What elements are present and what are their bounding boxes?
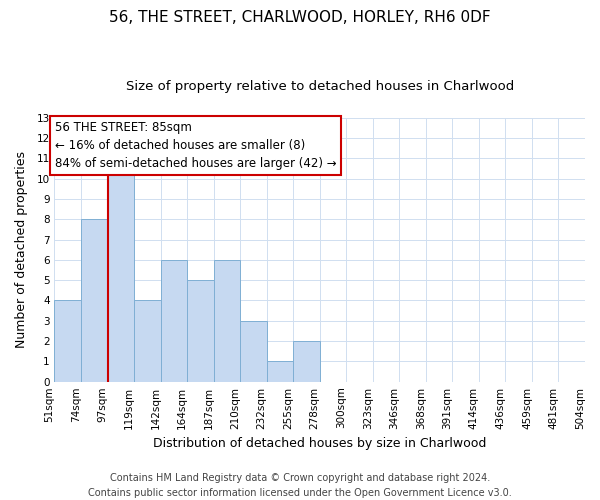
Bar [293, 341, 320, 382]
Bar [161, 260, 187, 382]
Bar [55, 300, 81, 382]
Bar [81, 220, 107, 382]
Bar [240, 321, 266, 382]
Text: 56, THE STREET, CHARLWOOD, HORLEY, RH6 0DF: 56, THE STREET, CHARLWOOD, HORLEY, RH6 0… [109, 10, 491, 25]
Bar [107, 158, 134, 382]
Bar [187, 280, 214, 382]
Bar [214, 260, 240, 382]
Text: Contains HM Land Registry data © Crown copyright and database right 2024.
Contai: Contains HM Land Registry data © Crown c… [88, 472, 512, 498]
Title: Size of property relative to detached houses in Charlwood: Size of property relative to detached ho… [125, 80, 514, 93]
Text: 56 THE STREET: 85sqm
← 16% of detached houses are smaller (8)
84% of semi-detach: 56 THE STREET: 85sqm ← 16% of detached h… [55, 121, 337, 170]
Bar [134, 300, 161, 382]
X-axis label: Distribution of detached houses by size in Charlwood: Distribution of detached houses by size … [153, 437, 487, 450]
Bar [266, 362, 293, 382]
Y-axis label: Number of detached properties: Number of detached properties [15, 151, 28, 348]
